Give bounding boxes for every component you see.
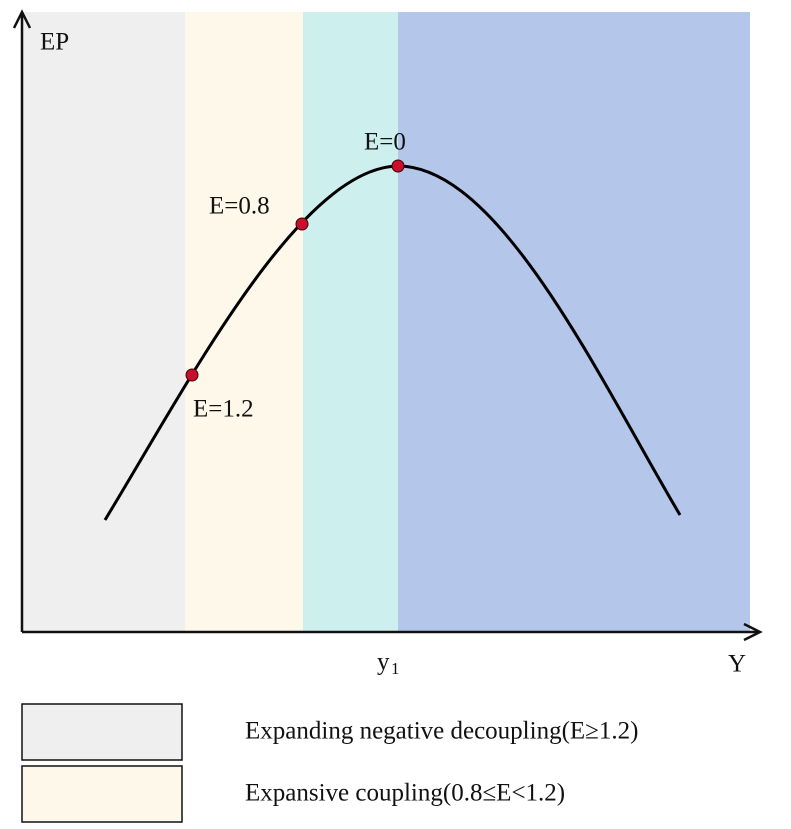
legend-label: Expanding negative decoupling(E≥1.2) bbox=[245, 718, 638, 745]
point-label: E=0.8 bbox=[209, 193, 270, 220]
x-axis-label: Y bbox=[728, 651, 746, 678]
region-strong-decoupling bbox=[398, 12, 750, 632]
axes bbox=[12, 9, 763, 642]
legend-swatch bbox=[21, 703, 183, 761]
legend-swatch bbox=[21, 765, 183, 823]
region-expansive-coupling bbox=[185, 12, 303, 632]
x-mark-subscript: 1 bbox=[391, 659, 400, 678]
y-axis-label: EP bbox=[40, 29, 69, 56]
point bbox=[391, 159, 405, 173]
point bbox=[295, 217, 309, 231]
point bbox=[185, 368, 199, 382]
point-label: E=0 bbox=[364, 129, 406, 156]
point-label: E=1.2 bbox=[193, 396, 254, 423]
region-negative-decoupling bbox=[22, 12, 185, 632]
x-mark: y bbox=[377, 649, 390, 676]
region-weak-decoupling bbox=[303, 12, 398, 632]
legend-label: Expansive coupling(0.8≤E<1.2) bbox=[245, 780, 565, 807]
